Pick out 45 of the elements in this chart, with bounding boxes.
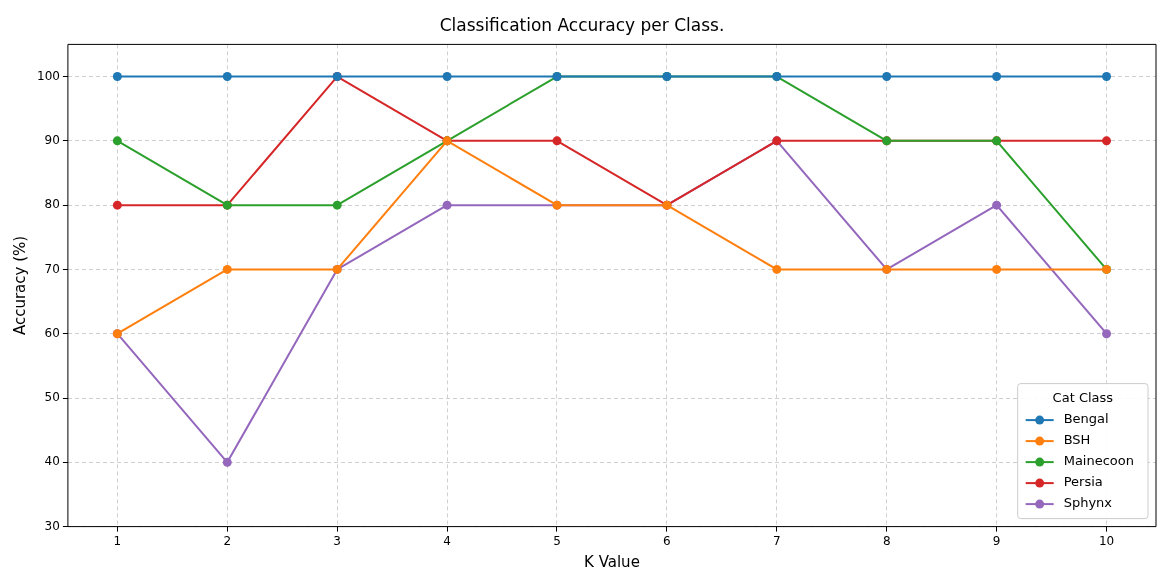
x-tick-label: 7	[772, 533, 781, 548]
point	[882, 72, 892, 82]
y-tick-label: 100	[37, 68, 60, 83]
legend-label: Persia	[1063, 474, 1103, 490]
chart-title: Classification Accuracy per Class.	[439, 14, 725, 35]
point	[222, 264, 232, 274]
x-tick-label: 5	[553, 533, 561, 548]
point	[112, 72, 122, 82]
x-tick-label: 2	[223, 533, 232, 548]
x-tick-label: 8	[882, 533, 891, 548]
point	[552, 136, 562, 146]
y-tick-label: 40	[44, 454, 60, 469]
x-tick-label: 10	[1098, 533, 1115, 548]
y-tick-label: 30	[44, 518, 60, 533]
y-tick-label: 90	[44, 132, 60, 147]
legend-label: Sphynx	[1063, 495, 1113, 511]
point	[992, 72, 1002, 82]
point	[222, 457, 232, 467]
legend-label: Mainecoon	[1063, 453, 1134, 469]
point	[1102, 72, 1112, 82]
x-tick-label: 9	[992, 533, 1001, 548]
x-axis-title: K Value	[584, 552, 640, 571]
y-tick-label: 60	[44, 325, 60, 340]
y-axis-title: Accuracy (%)	[10, 235, 29, 336]
legend-label: BSH	[1063, 432, 1091, 448]
point	[442, 200, 452, 210]
x-tick-label: 6	[663, 533, 671, 548]
y-tick-label: 80	[44, 197, 60, 212]
point	[442, 72, 452, 82]
point	[1102, 329, 1112, 339]
point	[112, 136, 122, 146]
x-tick-label: 3	[333, 533, 341, 548]
y-tick-label: 50	[44, 390, 60, 405]
point	[112, 200, 122, 210]
point	[772, 264, 782, 274]
point	[332, 200, 342, 210]
x-tick-label: 4	[443, 533, 451, 548]
legend-title: Cat Class	[1052, 389, 1114, 405]
point	[992, 200, 1002, 210]
x-tick-label: 1	[113, 533, 122, 548]
point	[992, 264, 1002, 274]
point	[222, 72, 232, 82]
point	[1102, 136, 1112, 146]
legend-label: Bengal	[1063, 411, 1109, 427]
y-tick-label: 70	[44, 261, 60, 276]
